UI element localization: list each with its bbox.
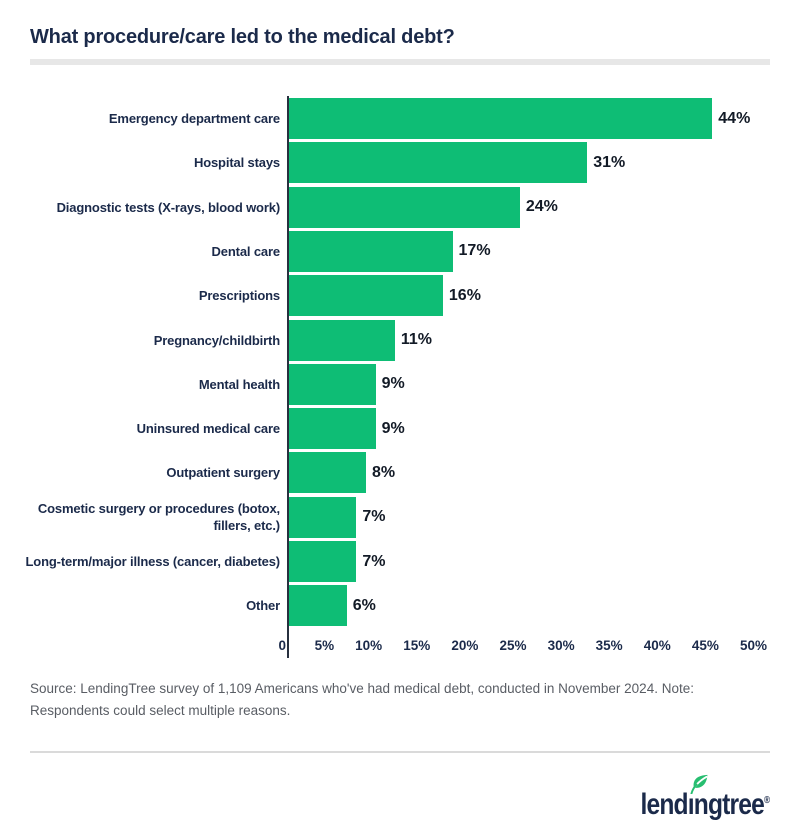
logo-wordmark: lendıngtree (640, 788, 764, 821)
category-label: Pregnancy/childbirth (153, 332, 280, 348)
x-tick-label: 15% (403, 638, 431, 653)
bar (289, 363, 376, 405)
bar (289, 585, 347, 627)
category-label: Mental health (198, 376, 280, 392)
category-label: Hospital stays (193, 155, 280, 171)
category-label: Prescriptions (198, 288, 280, 304)
bar (289, 541, 357, 582)
value-label: 16% (448, 286, 481, 304)
source-note: Source: LendingTree survey of 1,109 Amer… (30, 681, 694, 718)
title-divider (30, 59, 770, 65)
value-label: 6% (352, 596, 376, 614)
x-tick-label: 30% (547, 638, 575, 653)
x-tick-label: 10% (355, 638, 383, 653)
leaf-icon (690, 774, 708, 794)
value-label: 7% (362, 552, 386, 570)
category-label: Uninsured medical care (136, 421, 281, 437)
category-label: Outpatient surgery (166, 465, 280, 481)
x-tick-label: 50% (739, 638, 767, 653)
x-tick-label: 25% (499, 638, 527, 653)
category-label: Dental care (211, 243, 281, 259)
value-label: 9% (381, 375, 405, 393)
bar (289, 452, 366, 494)
lendingtree-logo: lendıngtree® (612, 770, 770, 820)
category-label: Long-term/major illness (cancer, diabete… (25, 554, 280, 569)
bar (289, 319, 395, 361)
value-label: 11% (400, 331, 432, 348)
category-label: Diagnostic tests (X-rays, blood work) (56, 199, 281, 215)
x-tick-label: 0 (278, 638, 286, 653)
bar (289, 98, 713, 139)
value-label: 7% (362, 508, 386, 526)
x-tick-label: 45% (691, 638, 719, 653)
x-tick-label: 20% (451, 638, 479, 653)
bar (289, 142, 588, 184)
x-tick-label: 35% (595, 638, 623, 653)
value-label: 9% (381, 419, 405, 437)
value-label: 31% (593, 153, 626, 171)
bar (289, 275, 443, 317)
registered-mark: ® (763, 795, 770, 806)
value-label: 8% (371, 463, 396, 481)
footer-divider (30, 751, 770, 753)
x-tick-label: 5% (314, 638, 335, 653)
value-label: 44% (718, 109, 751, 127)
category-label: Emergency department care (108, 111, 280, 126)
bar (289, 496, 357, 538)
logo-text: lendıngtree® (640, 786, 770, 820)
bar-chart: Emergency department care 44% Hospital sta… (0, 96, 800, 671)
value-label: 24% (525, 198, 558, 216)
bar (289, 230, 453, 272)
x-tick-label: 40% (643, 638, 671, 653)
category-label: Other (246, 598, 280, 614)
category-label: Cosmetic surgery or procedures (botox, f… (37, 501, 280, 534)
bar (289, 408, 376, 450)
y-axis-line (287, 96, 289, 658)
chart-title: What procedure/care led to the medical d… (30, 26, 455, 48)
value-label: 17% (458, 242, 491, 260)
bar (289, 186, 520, 228)
